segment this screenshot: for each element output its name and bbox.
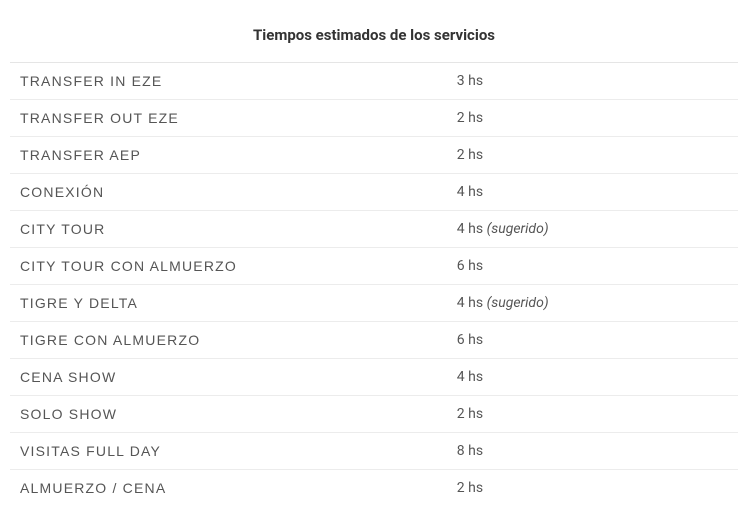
time-value: 8 hs <box>457 443 483 459</box>
service-time: 3 hs <box>447 63 738 100</box>
service-time: 4 hs (sugerido) <box>447 285 738 322</box>
table-row: TIGRE CON ALMUERZO 6 hs <box>10 322 738 359</box>
time-value: 2 hs <box>457 480 483 496</box>
time-value: 2 hs <box>457 406 483 422</box>
time-note: (sugerido) <box>487 295 549 311</box>
table-row: SOLO SHOW 2 hs <box>10 396 738 433</box>
service-time: 2 hs <box>447 137 738 174</box>
table-row: CENA SHOW 4 hs <box>10 359 738 396</box>
service-time: 2 hs <box>447 396 738 433</box>
service-time: 8 hs <box>447 433 738 470</box>
service-time: 2 hs <box>447 100 738 137</box>
service-name: TIGRE Y DELTA <box>10 285 447 322</box>
service-times-table: Tiempos estimados de los servicios TRANS… <box>10 10 738 506</box>
time-value: 2 hs <box>457 110 483 126</box>
service-name: SOLO SHOW <box>10 396 447 433</box>
table-body: TRANSFER IN EZE3 hsTRANSFER OUT EZE2 hsT… <box>10 63 738 507</box>
table-row: TRANSFER AEP 2 hs <box>10 137 738 174</box>
service-time: 6 hs <box>447 248 738 285</box>
table-row: VISITAS FULL DAY 8 hs <box>10 433 738 470</box>
service-name: ALMUERZO / CENA <box>10 470 447 507</box>
table-row: TRANSFER IN EZE 3 hs <box>10 63 738 100</box>
time-value: 2 hs <box>457 147 483 163</box>
service-time: 4 hs <box>447 174 738 211</box>
service-name: CONEXIÓN <box>10 174 447 211</box>
time-note: (sugerido) <box>487 221 549 237</box>
service-name: CITY TOUR CON ALMUERZO <box>10 248 447 285</box>
table-row: TIGRE Y DELTA4 hs (sugerido) <box>10 285 738 322</box>
service-name: TRANSFER AEP <box>10 137 447 174</box>
service-name: TRANSFER IN EZE <box>10 63 447 100</box>
time-value: 4 hs <box>457 295 483 311</box>
service-name: CENA SHOW <box>10 359 447 396</box>
service-name: CITY TOUR <box>10 211 447 248</box>
table-row: ALMUERZO / CENA 2 hs <box>10 470 738 507</box>
time-value: 4 hs <box>457 221 483 237</box>
table-row: TRANSFER OUT EZE 2 hs <box>10 100 738 137</box>
time-value: 6 hs <box>457 332 483 348</box>
time-value: 3 hs <box>457 73 483 89</box>
service-time: 2 hs <box>447 470 738 507</box>
time-value: 4 hs <box>457 184 483 200</box>
table-row: CITY TOUR CON ALMUERZO 6 hs <box>10 248 738 285</box>
table-header-row: Tiempos estimados de los servicios <box>10 10 738 63</box>
service-time: 6 hs <box>447 322 738 359</box>
service-name: VISITAS FULL DAY <box>10 433 447 470</box>
time-value: 4 hs <box>457 369 483 385</box>
service-time: 4 hs <box>447 359 738 396</box>
service-name: TRANSFER OUT EZE <box>10 100 447 137</box>
table-title: Tiempos estimados de los servicios <box>10 10 738 63</box>
service-time: 4 hs (sugerido) <box>447 211 738 248</box>
table-row: CITY TOUR4 hs (sugerido) <box>10 211 738 248</box>
table-row: CONEXIÓN 4 hs <box>10 174 738 211</box>
time-value: 6 hs <box>457 258 483 274</box>
service-name: TIGRE CON ALMUERZO <box>10 322 447 359</box>
